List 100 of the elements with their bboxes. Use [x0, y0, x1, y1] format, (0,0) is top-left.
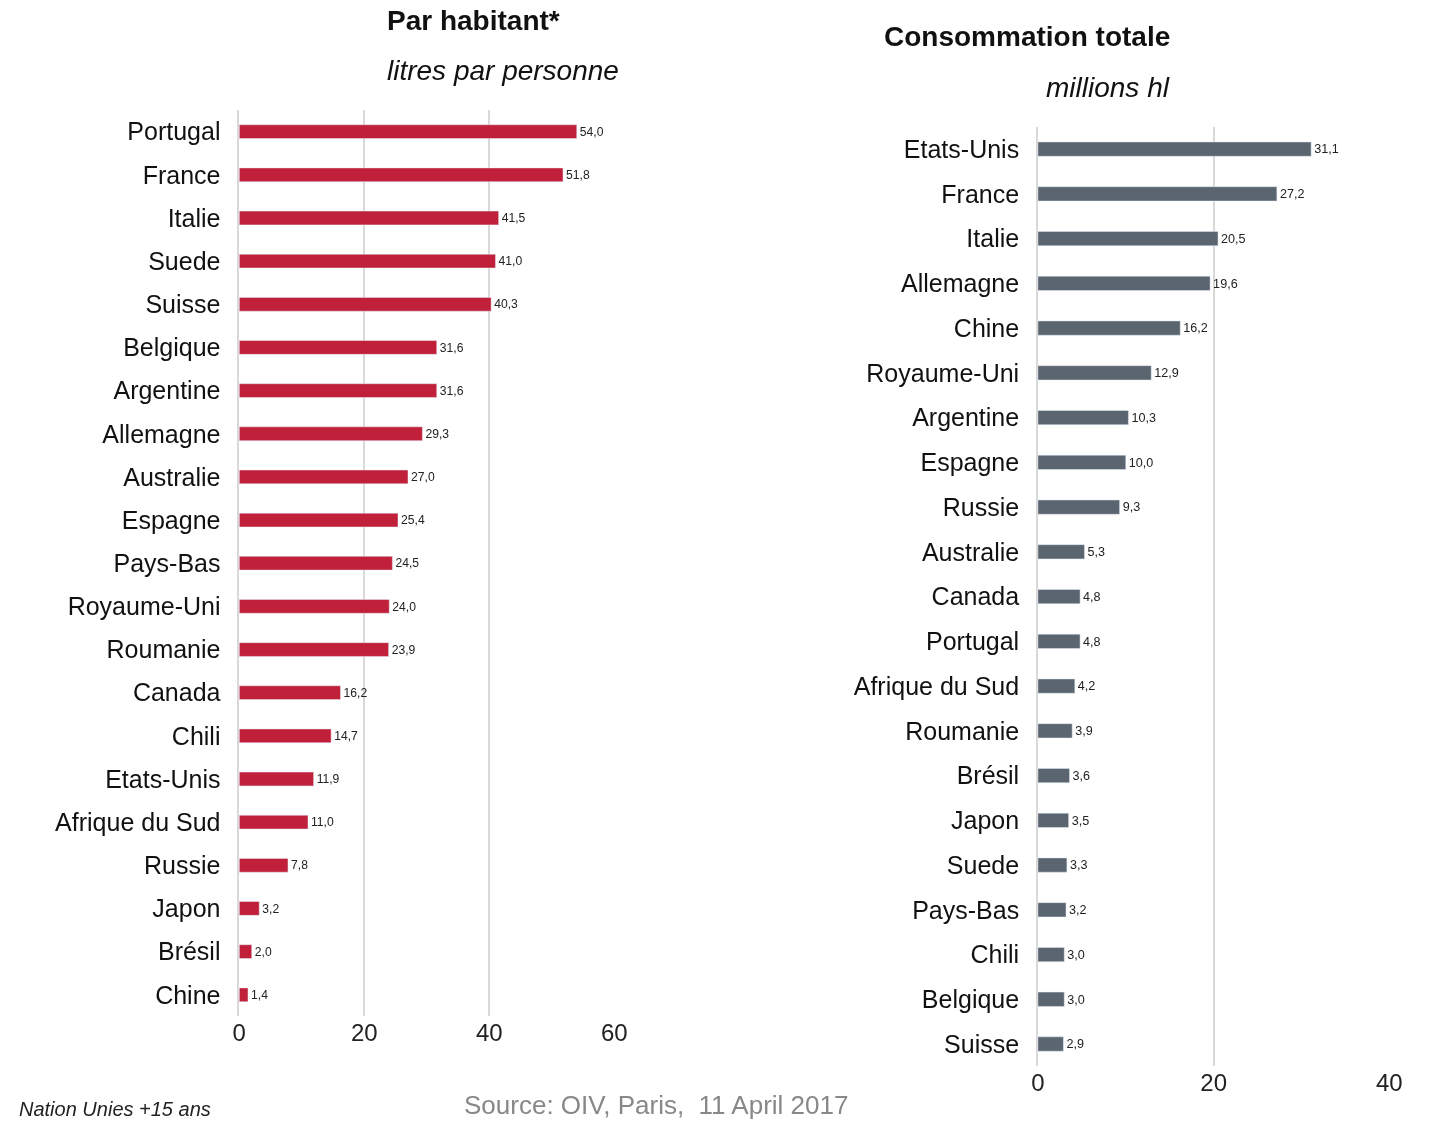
data-label: 25,4 — [401, 513, 425, 528]
data-label: 27,0 — [411, 470, 435, 485]
bar — [239, 901, 260, 916]
bar — [239, 815, 309, 830]
x-tick-label: 0 — [1031, 1069, 1045, 1097]
chart-title: Par habitant* — [387, 5, 560, 36]
y-tick-label: Portugal — [127, 117, 221, 146]
y-tick-label: Afrique du Sud — [55, 807, 221, 836]
chart-subtitle: litres par personne — [387, 55, 619, 86]
x-tick-label: 20 — [1200, 1069, 1227, 1097]
data-label: 19,6 — [1213, 276, 1238, 291]
y-tick-label: Etats-Unis — [903, 134, 1020, 163]
bar — [239, 728, 332, 743]
y-tick-label: Roumanie — [905, 716, 1020, 745]
y-tick-label: Pays-Bas — [912, 895, 1020, 924]
data-label: 3,2 — [262, 901, 280, 916]
y-tick-label: Roumanie — [106, 635, 221, 664]
data-label: 51,8 — [566, 167, 590, 182]
y-tick-label: Allemagne — [102, 419, 221, 448]
data-label: 11,9 — [316, 772, 340, 787]
data-label: 4,8 — [1083, 589, 1101, 604]
x-tick-label: 20 — [350, 1019, 378, 1047]
data-label: 3,0 — [1067, 947, 1085, 962]
y-tick-label: Chili — [970, 940, 1020, 969]
y-tick-label: Chili — [171, 721, 221, 750]
chart-title: Consommation totale — [884, 21, 1171, 52]
bar — [239, 858, 289, 873]
bar — [1037, 723, 1073, 739]
y-tick-label: Afrique du Sud — [853, 671, 1020, 700]
y-tick-label: Argentine — [912, 403, 1020, 432]
y-tick-label: Belgique — [123, 333, 221, 362]
bar — [1037, 768, 1070, 783]
y-tick-label: Australie — [123, 462, 221, 491]
x-tick-label: 40 — [1375, 1069, 1403, 1097]
data-label: 10,0 — [1128, 455, 1154, 470]
y-tick-label: Brésil — [157, 937, 221, 966]
data-label: 16,2 — [1183, 321, 1208, 336]
data-label: 4,8 — [1083, 634, 1101, 649]
y-tick-label: Italie — [167, 203, 221, 232]
text: Nation Unies +15 ans — [19, 1098, 211, 1120]
bar — [1037, 454, 1127, 470]
y-tick-label: Pays-Bas — [113, 548, 221, 577]
data-label: 3,6 — [1072, 768, 1091, 783]
bar — [239, 340, 438, 355]
y-tick-label: Allemagne — [901, 269, 1020, 298]
y-tick-label: Chine — [155, 980, 221, 1009]
bar — [239, 599, 390, 614]
data-label: 41,0 — [498, 254, 523, 269]
bar — [1037, 947, 1065, 962]
bar — [1037, 544, 1085, 560]
y-tick-label: Suisse — [944, 1029, 1020, 1058]
bar — [239, 383, 438, 398]
data-label: 3,0 — [1067, 992, 1085, 1007]
data-label: 2,0 — [254, 944, 272, 959]
data-label: 41,5 — [501, 211, 526, 226]
bar — [1037, 231, 1219, 247]
data-label: 24,0 — [392, 599, 417, 614]
y-tick-label: Canada — [931, 582, 1020, 611]
bar — [239, 987, 249, 1002]
data-label: 3,3 — [1069, 858, 1088, 873]
bar — [239, 944, 252, 959]
bar — [239, 167, 564, 182]
bar — [239, 642, 389, 657]
bar — [239, 426, 423, 441]
bar — [239, 685, 341, 700]
y-tick-label: Suede — [148, 246, 221, 275]
data-label: 27,2 — [1279, 187, 1305, 202]
data-label: 12,9 — [1154, 366, 1179, 381]
x-tick-label: 0 — [232, 1019, 246, 1047]
x-tick-label: 60 — [600, 1019, 628, 1047]
data-label: 9,3 — [1122, 500, 1141, 515]
bar — [1037, 633, 1081, 649]
bar — [239, 469, 409, 485]
y-tick-label: Espagne — [920, 448, 1020, 477]
y-tick-label: Belgique — [921, 985, 1020, 1014]
data-label: 7,8 — [290, 858, 309, 873]
data-label: 1,4 — [250, 987, 269, 1002]
bar — [1037, 589, 1081, 604]
y-tick-label: France — [142, 160, 221, 189]
data-label: 16,2 — [343, 685, 368, 700]
y-tick-label: Suede — [946, 850, 1020, 879]
y-tick-label: Etats-Unis — [105, 764, 221, 793]
data-label: 29,3 — [425, 426, 450, 441]
bar — [239, 556, 393, 571]
y-tick-label: Espagne — [121, 505, 221, 534]
bar — [1037, 678, 1076, 694]
source-note: Source: OIV, Paris, 11 April 2017 — [464, 1090, 849, 1120]
bar — [1037, 365, 1152, 381]
data-label: 40,3 — [494, 297, 519, 312]
data-label: 14,7 — [334, 728, 359, 743]
bar — [1037, 991, 1065, 1007]
y-tick-label: Japon — [951, 806, 1020, 835]
y-tick-label: Japon — [152, 894, 221, 923]
y-tick-label: Brésil — [956, 761, 1020, 790]
y-tick-label: Royaume-Uni — [866, 358, 1020, 387]
bar — [239, 512, 399, 528]
y-tick-label: Australie — [921, 537, 1020, 566]
x-tick-label: 40 — [475, 1019, 503, 1047]
data-label: 3,2 — [1069, 903, 1087, 918]
bar — [1037, 857, 1068, 873]
